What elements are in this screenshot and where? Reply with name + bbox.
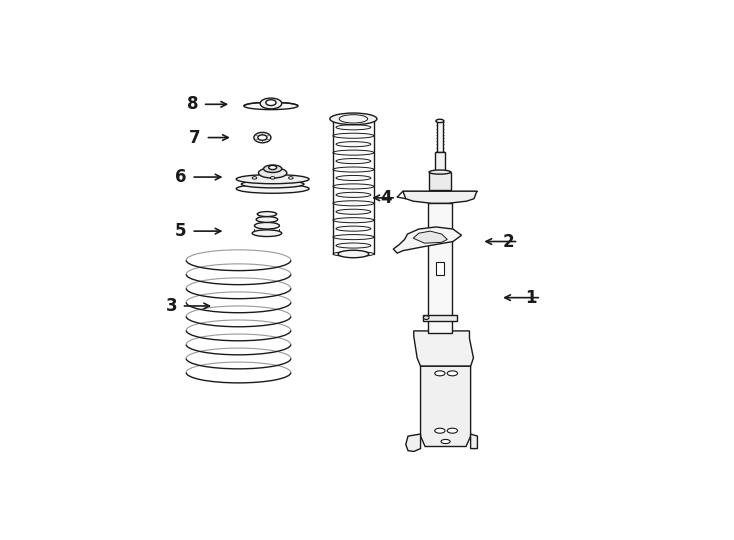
Ellipse shape: [255, 222, 280, 229]
Ellipse shape: [256, 217, 277, 222]
Ellipse shape: [264, 165, 282, 172]
Bar: [435, 152, 445, 172]
Ellipse shape: [336, 141, 371, 147]
Ellipse shape: [258, 135, 267, 140]
Bar: [437, 121, 443, 152]
Ellipse shape: [333, 201, 374, 206]
Ellipse shape: [333, 133, 374, 138]
Ellipse shape: [429, 170, 451, 174]
Text: 5: 5: [175, 222, 186, 240]
Text: 4: 4: [380, 189, 391, 207]
Text: 3: 3: [165, 297, 177, 315]
Text: 7: 7: [189, 129, 201, 146]
Text: 1: 1: [525, 289, 537, 307]
Ellipse shape: [333, 116, 374, 122]
Ellipse shape: [266, 100, 276, 105]
Ellipse shape: [254, 132, 271, 143]
Ellipse shape: [441, 440, 450, 443]
Ellipse shape: [288, 177, 293, 179]
Ellipse shape: [447, 428, 457, 433]
Ellipse shape: [236, 174, 309, 184]
Ellipse shape: [336, 243, 371, 248]
Bar: [436, 262, 444, 275]
Ellipse shape: [260, 98, 282, 109]
Text: 2: 2: [502, 233, 514, 251]
Ellipse shape: [435, 428, 445, 433]
Ellipse shape: [336, 159, 371, 164]
Ellipse shape: [241, 180, 304, 188]
Text: 6: 6: [175, 168, 186, 186]
Ellipse shape: [333, 167, 374, 172]
Ellipse shape: [336, 209, 371, 214]
Ellipse shape: [339, 114, 368, 123]
Ellipse shape: [333, 218, 374, 222]
Polygon shape: [393, 227, 462, 253]
Ellipse shape: [236, 184, 309, 193]
Text: 8: 8: [186, 95, 198, 113]
Ellipse shape: [252, 230, 282, 237]
Ellipse shape: [269, 165, 277, 170]
Polygon shape: [413, 231, 447, 243]
Ellipse shape: [338, 250, 368, 258]
Ellipse shape: [436, 119, 444, 123]
Polygon shape: [403, 191, 477, 203]
Polygon shape: [470, 434, 477, 449]
Ellipse shape: [258, 168, 287, 178]
Ellipse shape: [333, 252, 374, 256]
Polygon shape: [421, 366, 470, 447]
Ellipse shape: [244, 102, 298, 110]
Polygon shape: [414, 331, 473, 366]
Bar: [423, 315, 457, 321]
Polygon shape: [406, 434, 421, 451]
Ellipse shape: [270, 177, 275, 179]
Ellipse shape: [447, 371, 457, 376]
Ellipse shape: [435, 371, 445, 376]
Bar: [429, 172, 451, 190]
Ellipse shape: [258, 212, 277, 217]
Ellipse shape: [336, 176, 371, 180]
Ellipse shape: [336, 125, 371, 130]
Ellipse shape: [336, 226, 371, 231]
Ellipse shape: [252, 177, 257, 179]
Polygon shape: [333, 119, 374, 254]
Ellipse shape: [345, 116, 362, 122]
Ellipse shape: [424, 316, 429, 320]
Ellipse shape: [336, 192, 371, 198]
Ellipse shape: [333, 150, 374, 155]
Ellipse shape: [330, 113, 377, 125]
Ellipse shape: [333, 234, 374, 240]
Ellipse shape: [333, 184, 374, 189]
Bar: [428, 203, 452, 333]
